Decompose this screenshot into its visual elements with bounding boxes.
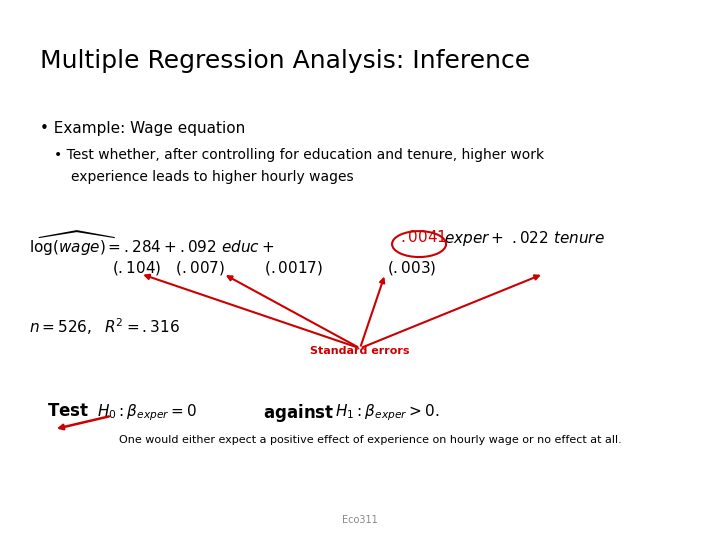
Text: Multiple Regression Analysis: Inference: Multiple Regression Analysis: Inference (40, 49, 530, 72)
Text: $\mathbf{against}$: $\mathbf{against}$ (263, 402, 334, 424)
Text: $\mathbf{Test}$: $\mathbf{Test}$ (47, 402, 89, 420)
Text: $n = 526,\ \ R^2 = .316$: $n = 526,\ \ R^2 = .316$ (29, 316, 180, 336)
Text: Eco311: Eco311 (342, 515, 378, 525)
Text: $(.104)\ \ \ (.007)\ \ \ \ \ \ \ \ (.0017)\ \ \ \ \ \ \ \ \ \ \ \ \ (.003)$: $(.104)\ \ \ (.007)\ \ \ \ \ \ \ \ (.001… (112, 259, 436, 277)
Text: $H_0 : \beta_{exper} = 0$: $H_0 : \beta_{exper} = 0$ (97, 402, 197, 423)
Text: One would either expect a positive effect of experience on hourly wage or no eff: One would either expect a positive effec… (119, 435, 621, 445)
Text: Standard errors: Standard errors (310, 346, 410, 356)
Text: $\mathit{exper}+\ .022\ \mathit{tenure}$: $\mathit{exper}+\ .022\ \mathit{tenure}$ (444, 230, 606, 248)
Text: $\widehat{\log(wage)} = .284 + .092\ \mathit{educ}+$: $\widehat{\log(wage)} = .284 + .092\ \ma… (29, 230, 274, 259)
Text: experience leads to higher hourly wages: experience leads to higher hourly wages (71, 170, 354, 184)
Text: $H_1 : \beta_{exper} > 0.$: $H_1 : \beta_{exper} > 0.$ (335, 402, 439, 423)
Text: • Example: Wage equation: • Example: Wage equation (40, 122, 245, 137)
Text: $.0041$: $.0041$ (400, 230, 447, 246)
Text: • Test whether, after controlling for education and tenure, higher work: • Test whether, after controlling for ed… (54, 148, 544, 163)
